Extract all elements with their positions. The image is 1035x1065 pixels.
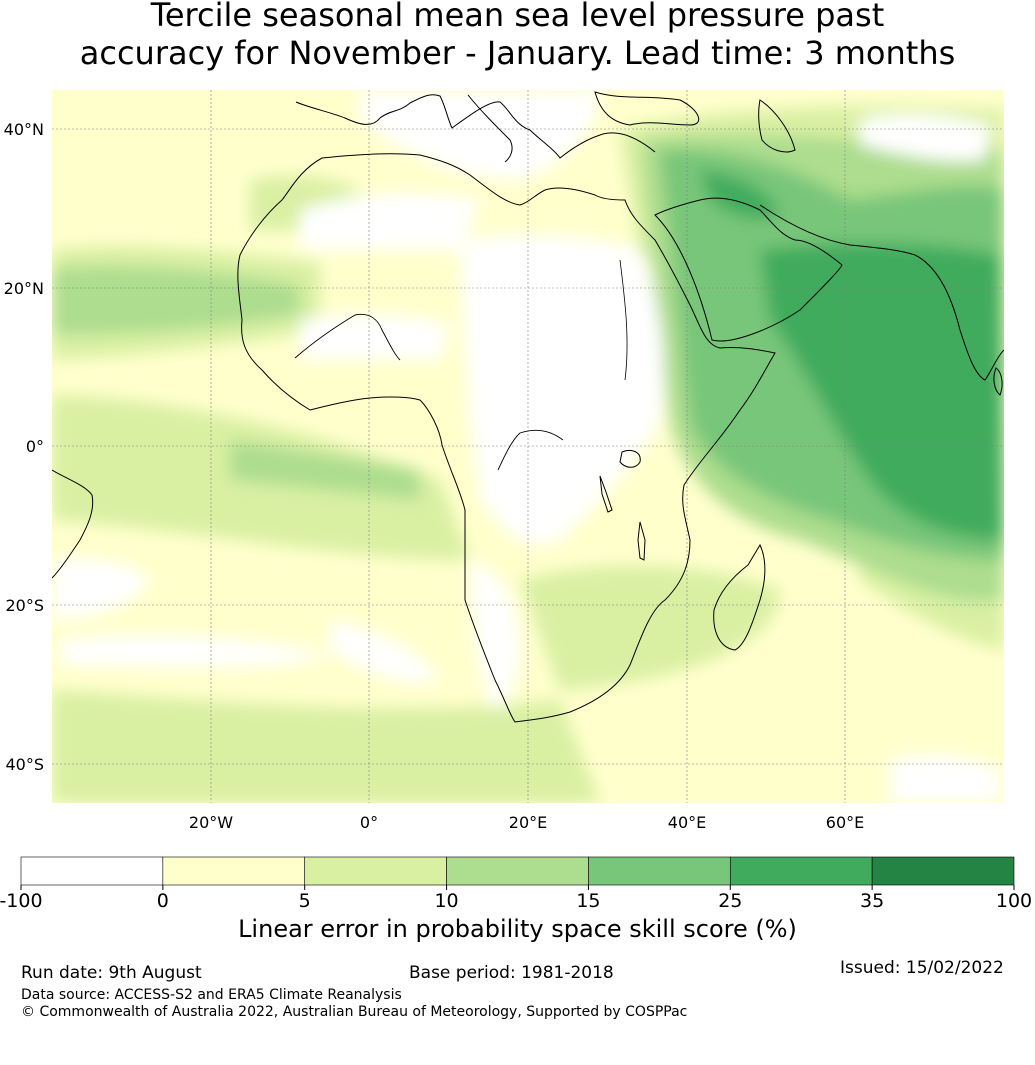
gridlines [52, 90, 1004, 803]
colorbar-segment [20, 856, 164, 886]
colorbar-tick-label: 15 [576, 890, 600, 910]
colorbar-segment [162, 856, 306, 886]
lon-tick-20w: 20°W [189, 813, 233, 832]
colorbar-ticks: -100 0 5 10 15 25 35 100 [0, 885, 1032, 910]
south-america-coastline [52, 469, 94, 579]
colorbar-tick-label: 5 [299, 890, 311, 910]
issued-date: Issued: 15/02/2022 [840, 958, 1004, 978]
lat-tick-40n: 40°N [4, 120, 44, 139]
asia-coastline [759, 204, 1004, 381]
europe-coastline [295, 94, 656, 159]
sri-lanka-coastline [993, 367, 1003, 396]
colorbar-label: Linear error in probability space skill … [238, 915, 797, 943]
map-panel: 40°N 20°N 0° 20°S 40°S 20°W 0° 20°E 40°E… [4, 90, 1004, 832]
lat-tick-0: 0° [26, 437, 44, 456]
base-period: Base period: 1981-2018 [409, 963, 614, 983]
colorbar-tick-label: 35 [860, 890, 884, 910]
nile-river [619, 259, 628, 381]
data-source: Data source: ACCESS-S2 and ERA5 Climate … [21, 987, 402, 1003]
niger-river [294, 313, 401, 361]
lake-malawi [637, 521, 646, 561]
caspian-coastline [758, 99, 796, 153]
colorbar-segment [729, 856, 873, 886]
lat-tick-20n: 20°N [4, 279, 44, 298]
italy-coastline [467, 94, 513, 163]
black-sea-coastline [594, 91, 700, 126]
colorbar-tick-label: 0 [157, 890, 169, 910]
copyright: © Commonwealth of Australia 2022, Austra… [21, 1004, 688, 1020]
lon-tick-60e: 60°E [826, 813, 864, 832]
title-line-1: Tercile seasonal mean sea level pressure… [150, 0, 885, 34]
colorbar-segment [446, 856, 589, 886]
lon-tick-0: 0° [360, 813, 378, 832]
africa-coastline [237, 153, 776, 723]
congo-river [497, 429, 564, 471]
madagascar-coastline [713, 543, 766, 651]
lat-tick-20s: 20°S [5, 596, 44, 615]
colorbar-tick-label: 100 [996, 890, 1032, 910]
lon-tick-40e: 40°E [668, 813, 706, 832]
title-line-2: accuracy for November - January. Lead ti… [79, 34, 956, 72]
arabia-coastline [654, 197, 843, 342]
lat-tick-40s: 40°S [5, 755, 44, 774]
colorbar-segments [20, 856, 1015, 886]
coastlines [52, 91, 1004, 723]
colorbar-segment [871, 856, 1015, 886]
colorbar-tick-label: -100 [0, 890, 43, 910]
colorbar: -100 0 5 10 15 25 35 100 [0, 856, 1032, 910]
lake-tanganyika [599, 475, 613, 513]
colorbar-segment [588, 856, 731, 886]
chart-title: Tercile seasonal mean sea level pressure… [0, 0, 1035, 72]
lake-victoria [619, 449, 641, 468]
lon-tick-20e: 20°E [509, 813, 547, 832]
colorbar-segment [304, 856, 447, 886]
skill-field [52, 90, 1004, 803]
colorbar-tick-label: 25 [718, 890, 742, 910]
run-date: Run date: 9th August [21, 963, 202, 983]
colorbar-tick-label: 10 [434, 890, 458, 910]
